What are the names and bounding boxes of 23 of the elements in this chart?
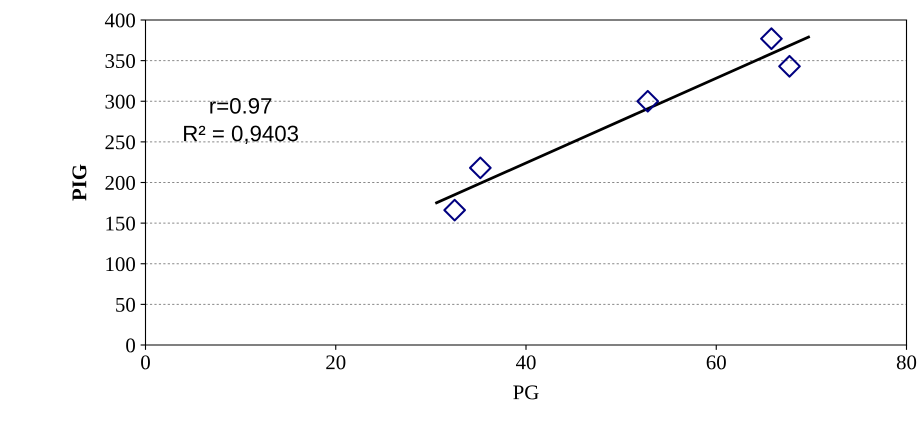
x-tick-label: 80 (896, 355, 916, 370)
y-tick-label: 50 (116, 298, 135, 312)
y-tick-label: 200 (105, 176, 135, 190)
y-tick-label: 300 (106, 94, 135, 109)
x-tick-label: 40 (516, 355, 536, 370)
x-axis-title: PG (513, 385, 539, 400)
y-tick-label: 150 (106, 216, 135, 231)
y-tick-label: 100 (106, 257, 135, 272)
y-tick-label: 400 (104, 13, 135, 28)
point (778, 54, 801, 78)
point (443, 198, 466, 222)
point (636, 90, 660, 113)
y-tick-label: 250 (105, 135, 135, 150)
point (760, 27, 783, 50)
point (468, 156, 492, 180)
x-tick-label: 20 (326, 355, 346, 370)
annotation: R² = 0,9403 (184, 126, 298, 144)
y-tick-label: 350 (106, 54, 135, 68)
y-axis-title: PIG (72, 164, 86, 201)
x-tick-label: 0 (141, 355, 150, 370)
annotation: r=0.97 (210, 98, 272, 114)
x-tick-label: 60 (706, 355, 726, 370)
y-tick-label: 0 (126, 338, 135, 352)
